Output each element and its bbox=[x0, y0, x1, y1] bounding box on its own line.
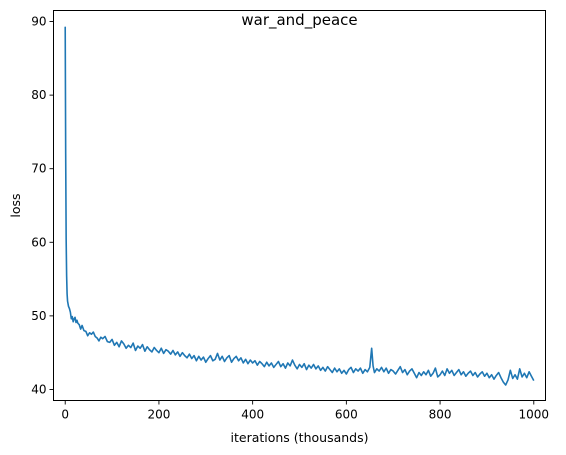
y-tick-label: 50 bbox=[31, 309, 46, 323]
x-tick-label: 600 bbox=[335, 408, 358, 422]
series-line-loss bbox=[64, 26, 535, 386]
y-tick-label: 90 bbox=[31, 15, 46, 29]
tick-group: 0 200 400 600 800 1000 40 50 60 70 80 90 bbox=[31, 15, 549, 422]
plot-frame bbox=[53, 10, 546, 401]
y-tick-label: 80 bbox=[31, 88, 46, 102]
y-tick-label: 60 bbox=[31, 235, 46, 249]
x-tick-label: 200 bbox=[147, 408, 170, 422]
y-tick-label: 70 bbox=[31, 162, 46, 176]
x-tick-label: 400 bbox=[241, 408, 264, 422]
chart-title: war_and_peace bbox=[241, 11, 357, 30]
x-tick-label: 0 bbox=[61, 408, 69, 422]
x-tick-label: 800 bbox=[429, 408, 452, 422]
y-axis-label: loss bbox=[8, 193, 23, 217]
y-tick-label: 40 bbox=[31, 382, 46, 396]
x-tick-label: 1000 bbox=[519, 408, 550, 422]
x-axis-label: iterations (thousands) bbox=[231, 430, 369, 445]
